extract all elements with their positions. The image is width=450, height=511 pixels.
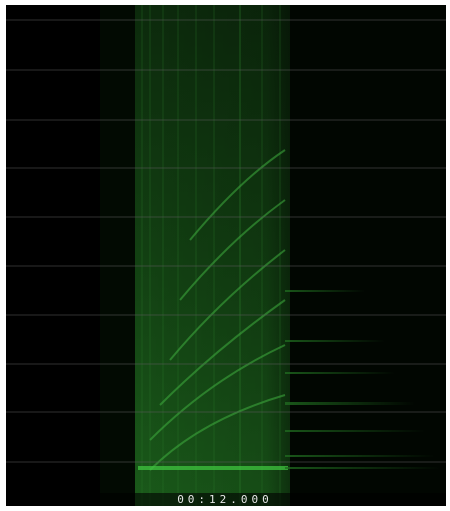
timestamp: 00:12.000 — [177, 493, 273, 506]
spectrogram-view: 00:12.000 — [0, 0, 450, 511]
bright-tail — [285, 467, 440, 469]
bright-harmonic — [138, 466, 288, 470]
page: {"timestamp": "00:12.000"} — [0, 0, 450, 511]
fade-left — [100, 5, 135, 506]
